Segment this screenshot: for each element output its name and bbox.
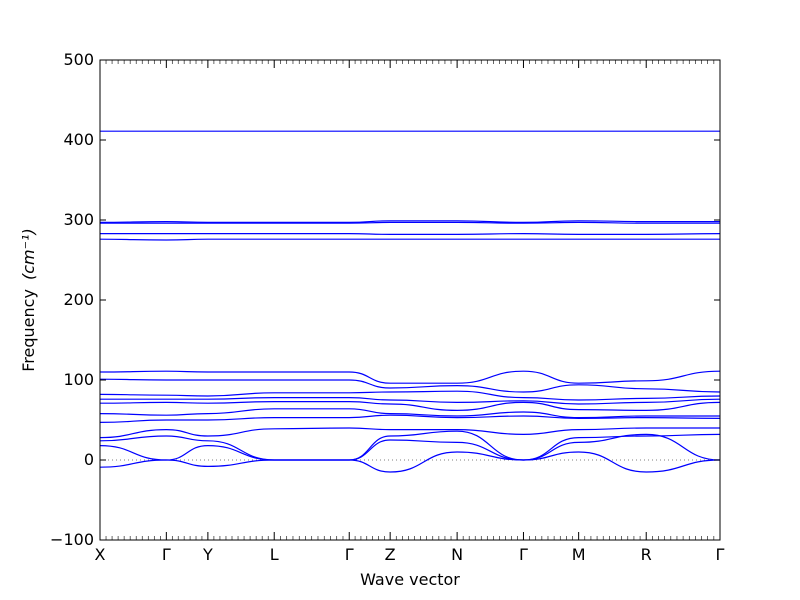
band-line-9 [99,396,721,405]
band-line-7 [99,378,721,393]
band-line-6 [99,370,721,384]
x-tick-label: Γ [345,545,354,564]
band-line-15 [99,433,721,461]
bands-layer [99,130,721,473]
band-line-16 [99,451,721,473]
band-line-11 [99,408,720,419]
y-tick-label: −100 [50,530,94,549]
band-line-4 [100,232,721,236]
y-tick-label: 400 [63,130,94,149]
x-tick-label: Γ [162,545,171,564]
x-tick-label: Γ [519,545,528,564]
band-line-2 [99,220,720,224]
y-tick-label: 300 [63,210,94,229]
x-axis-label: Wave vector [360,570,460,589]
x-tick-label: M [572,545,586,564]
y-axis-label-text: Frequency [19,289,38,372]
ticks-layer: −100 0 100 200 300 400 500 X Γ Y L Γ Z N Γ M R Γ [50,50,724,564]
x-tick-label: Y [202,545,213,564]
y-axis-label: Frequency (cm⁻¹) [19,228,38,371]
x-tick-label: N [451,545,463,564]
y-tick-label: 0 [84,450,94,469]
y-tick-label: 500 [63,50,94,69]
band-line-13 [99,427,720,439]
x-tick-label: R [641,545,652,564]
band-line-3 [100,221,720,224]
x-tick-label: Γ [716,545,725,564]
x-tick-label: Z [385,545,396,564]
x-tick-label: X [95,545,106,564]
x-tick-label: L [270,545,279,564]
band-line-5 [99,238,720,241]
y-tick-label: 200 [63,290,94,309]
y-tick-label: 100 [63,370,94,389]
band-line-12 [99,414,721,423]
band-line-10 [99,401,721,412]
y-axis-unit: (cm⁻¹) [19,228,38,280]
band-line-8 [99,390,721,401]
band-line-14 [99,430,721,461]
plot-frame [99,59,721,541]
